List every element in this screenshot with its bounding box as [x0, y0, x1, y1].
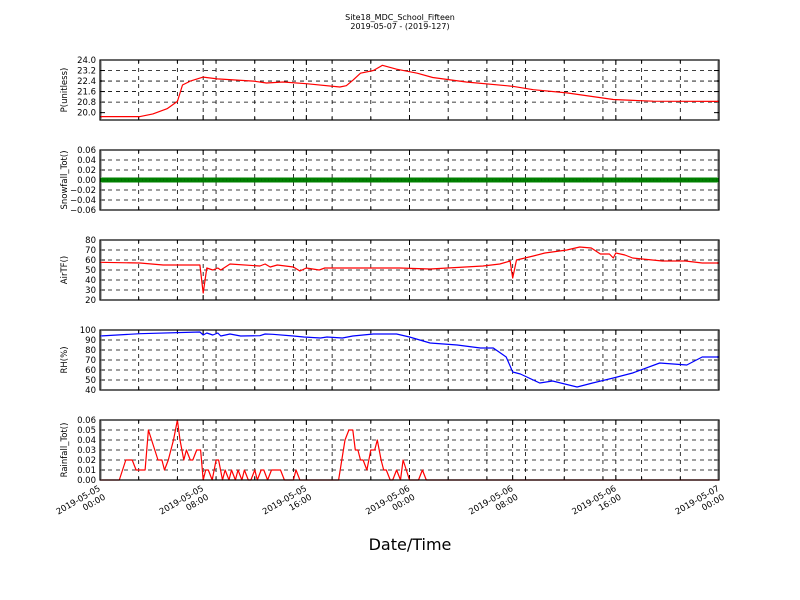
y-tick-label: 0.04 — [77, 436, 96, 446]
y-tick-label: −0.06 — [70, 206, 96, 216]
y-tick-label: 20 — [85, 296, 96, 306]
y-tick-label: 20.0 — [77, 109, 96, 119]
x-tick-label: 2019-05-0600:00 — [364, 484, 417, 526]
x-axis-label: Date/Time — [369, 535, 452, 554]
axes-frame — [99, 59, 720, 121]
subplot-rainfalltot: 0.000.010.020.030.040.050.06 Rainfall_Tot… — [60, 416, 720, 486]
series-line — [99, 331, 719, 388]
axes-frame — [99, 239, 720, 301]
y-tick-label: 90 — [85, 336, 96, 346]
subplot-snowfalltot: −0.06−0.04−0.020.000.020.040.06 Snowfall_… — [60, 146, 720, 216]
y-tick-label: −0.02 — [70, 186, 96, 196]
y-tick-label: 100 — [80, 326, 96, 336]
y-axis-label: AirTF() — [60, 256, 70, 284]
y-tick-label: 0.05 — [77, 426, 96, 436]
y-tick-label: 50 — [85, 266, 96, 276]
y-tick-label: 0.06 — [77, 146, 96, 156]
y-tick-label: 40 — [85, 386, 96, 396]
y-tick-label: 40 — [85, 276, 96, 286]
y-tick-label: 24.0 — [77, 56, 96, 66]
x-tick-label: 2019-05-0508:00 — [158, 484, 211, 526]
x-tick-label: 2019-05-0500:00 — [55, 484, 108, 526]
y-tick-label: 0.00 — [77, 476, 96, 486]
chart-subtitle: 2019-05-07 - (2019-127) — [350, 22, 449, 31]
y-tick-label: 0.02 — [77, 166, 96, 176]
y-tick-label: 20.8 — [77, 98, 96, 108]
y-tick-label: 70 — [85, 356, 96, 366]
y-tick-label: 50 — [85, 376, 96, 386]
y-tick-label: 0.00 — [77, 176, 96, 186]
subplots: 20.020.821.622.423.224.0 P(unitless) −0.06… — [60, 56, 720, 486]
y-tick-label: 0.06 — [77, 416, 96, 426]
x-tick-label: 2019-05-0616:00 — [571, 484, 624, 526]
y-tick-label: 0.01 — [77, 466, 96, 476]
y-tick-label: 30 — [85, 286, 96, 296]
y-tick-label: −0.04 — [70, 196, 96, 206]
chart-title: Site18_MDC_School_Fifteen — [345, 13, 455, 22]
y-axis-label: P(unitless) — [60, 68, 70, 113]
y-tick-label: 60 — [85, 366, 96, 376]
y-axis-label: RH(%) — [60, 346, 70, 373]
y-tick-label: 80 — [85, 346, 96, 356]
subplot-punitless: 20.020.821.622.423.224.0 P(unitless) — [60, 56, 720, 121]
x-tick-label: 2019-05-0516:00 — [261, 484, 314, 526]
y-tick-label: 0.02 — [77, 456, 96, 466]
series-line — [99, 246, 719, 294]
y-tick-label: 60 — [85, 256, 96, 266]
axes-frame — [99, 329, 720, 391]
series-line — [100, 419, 719, 481]
y-tick-label: 0.04 — [77, 156, 96, 166]
x-tick-labels: 2019-05-0500:00 2019-05-0508:00 2019-05-05… — [55, 484, 727, 526]
x-tick-label: 2019-05-0608:00 — [467, 484, 520, 526]
y-tick-label: 70 — [85, 246, 96, 256]
x-tick-label: 2019-05-0700:00 — [674, 484, 727, 526]
y-tick-label: 22.4 — [77, 77, 96, 87]
y-tick-label: 21.6 — [77, 88, 96, 98]
axes-frame — [99, 419, 720, 481]
y-axis-label: Rainfall_Tot() — [60, 423, 70, 478]
y-axis-label: Snowfall_Tot() — [60, 150, 70, 209]
y-tick-label: 23.2 — [77, 67, 96, 77]
y-tick-label: 0.03 — [77, 446, 96, 456]
axes-frame — [99, 149, 720, 211]
y-tick-label: 80 — [85, 236, 96, 246]
series-line — [100, 64, 720, 118]
